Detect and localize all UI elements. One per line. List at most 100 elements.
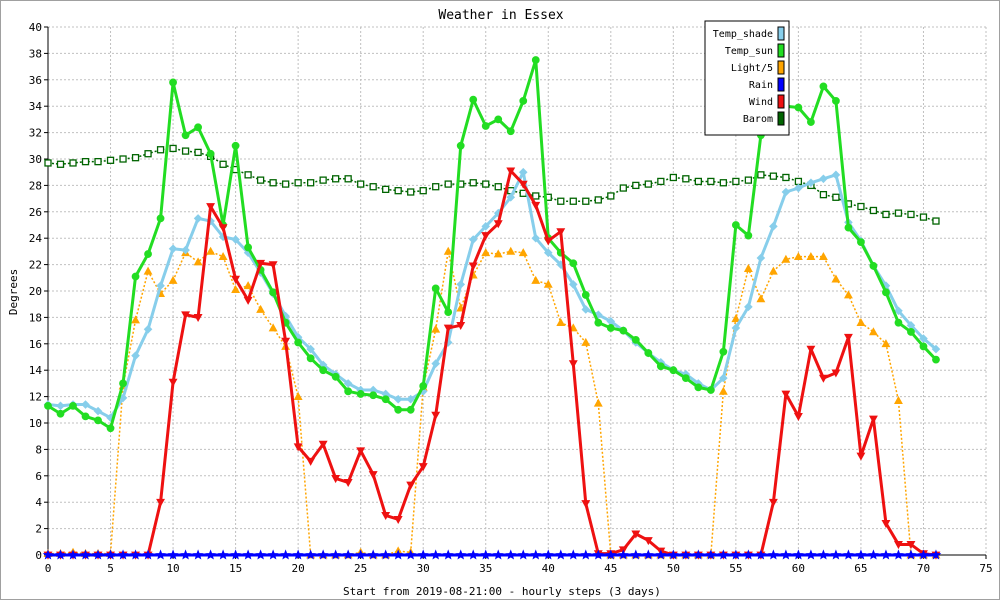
x-tick-label: 30 bbox=[417, 562, 430, 575]
data-point bbox=[92, 549, 104, 560]
data-point bbox=[343, 479, 353, 488]
data-point bbox=[256, 259, 266, 268]
data-point bbox=[105, 549, 116, 560]
data-point bbox=[319, 176, 327, 184]
data-point bbox=[205, 549, 216, 560]
data-point bbox=[293, 391, 303, 400]
data-point bbox=[406, 405, 415, 414]
y-tick-label: 14 bbox=[29, 364, 43, 377]
y-tick-label: 16 bbox=[29, 338, 42, 351]
data-point bbox=[143, 266, 153, 275]
x-tick-label: 35 bbox=[479, 562, 492, 575]
data-point bbox=[131, 154, 140, 162]
data-point bbox=[543, 279, 553, 288]
data-point bbox=[432, 183, 440, 191]
data-point bbox=[531, 233, 541, 243]
data-point bbox=[192, 549, 204, 560]
data-point bbox=[793, 549, 804, 560]
data-point bbox=[318, 440, 328, 449]
data-point bbox=[594, 318, 603, 327]
data-point bbox=[882, 288, 890, 297]
data-point bbox=[431, 324, 441, 333]
data-point bbox=[206, 246, 216, 255]
data-point bbox=[342, 549, 354, 560]
data-point bbox=[819, 82, 828, 91]
data-point bbox=[243, 296, 253, 305]
data-point bbox=[56, 409, 65, 418]
data-point bbox=[856, 318, 866, 327]
data-point bbox=[868, 327, 878, 336]
data-point bbox=[569, 197, 577, 205]
data-point bbox=[556, 228, 566, 237]
data-point bbox=[405, 549, 417, 560]
data-point bbox=[592, 549, 604, 560]
series-rain bbox=[42, 549, 942, 560]
y-tick-label: 24 bbox=[29, 232, 43, 245]
data-point bbox=[268, 323, 278, 332]
data-point bbox=[669, 173, 677, 182]
data-point bbox=[344, 387, 353, 396]
data-point bbox=[931, 344, 941, 354]
data-point bbox=[168, 275, 178, 284]
series-barom bbox=[44, 144, 940, 225]
data-point bbox=[568, 280, 578, 289]
data-point bbox=[231, 285, 241, 294]
data-point bbox=[719, 179, 728, 187]
data-point bbox=[469, 95, 478, 104]
data-point bbox=[319, 366, 328, 375]
data-point bbox=[643, 537, 653, 546]
data-point bbox=[894, 318, 903, 327]
data-point bbox=[481, 122, 490, 130]
data-point bbox=[581, 337, 591, 346]
data-point bbox=[144, 250, 152, 258]
data-point bbox=[293, 443, 303, 452]
data-point bbox=[156, 214, 165, 223]
data-point bbox=[706, 386, 715, 394]
data-point bbox=[292, 549, 304, 560]
data-point bbox=[656, 362, 665, 371]
data-point bbox=[244, 171, 252, 179]
x-tick-label: 60 bbox=[792, 562, 805, 575]
data-point bbox=[868, 549, 879, 560]
data-point bbox=[181, 245, 190, 255]
x-tick-label: 50 bbox=[667, 562, 680, 575]
y-tick-label: 30 bbox=[29, 153, 42, 166]
data-point bbox=[418, 463, 428, 472]
data-point bbox=[519, 97, 528, 105]
data-point bbox=[407, 188, 415, 196]
data-point bbox=[619, 326, 628, 335]
data-point bbox=[481, 232, 491, 241]
data-point bbox=[832, 97, 840, 105]
data-point bbox=[481, 222, 491, 231]
data-point bbox=[332, 175, 340, 183]
data-point bbox=[306, 457, 316, 466]
data-point bbox=[907, 210, 915, 219]
data-point bbox=[44, 401, 52, 410]
y-tick-label: 0 bbox=[35, 549, 42, 562]
legend-swatch bbox=[777, 43, 785, 58]
legend-box bbox=[704, 20, 790, 136]
data-point bbox=[242, 549, 254, 560]
legend-swatch bbox=[777, 111, 785, 126]
data-point bbox=[880, 549, 892, 560]
data-point bbox=[643, 549, 654, 560]
data-point bbox=[831, 369, 841, 378]
data-point bbox=[932, 217, 940, 225]
data-point bbox=[169, 78, 177, 87]
y-tick-label: 38 bbox=[29, 47, 42, 60]
data-point bbox=[818, 374, 828, 383]
data-point bbox=[81, 400, 90, 409]
data-point bbox=[430, 549, 442, 560]
y-tick-label: 28 bbox=[29, 179, 42, 192]
data-point bbox=[357, 180, 365, 188]
data-point bbox=[744, 176, 753, 184]
data-point bbox=[69, 159, 77, 167]
data-point bbox=[793, 413, 803, 422]
data-point bbox=[718, 386, 728, 395]
data-point bbox=[743, 549, 754, 560]
data-point bbox=[531, 56, 540, 64]
data-point bbox=[117, 549, 129, 560]
data-point bbox=[506, 192, 516, 202]
data-point bbox=[56, 160, 65, 168]
